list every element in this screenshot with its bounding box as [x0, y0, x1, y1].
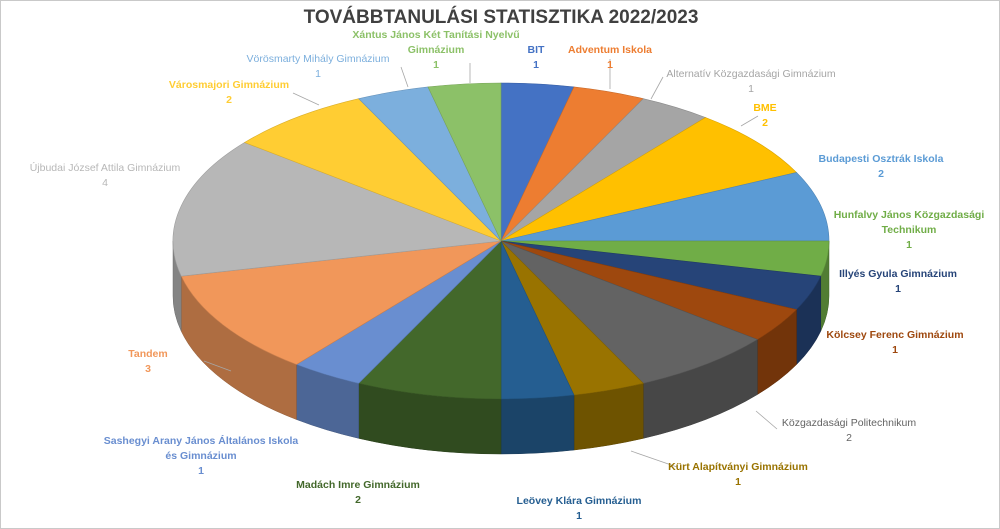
- category-label-bit: BIT: [528, 44, 546, 56]
- category-label-budapesti-osztrak-iskola: Budapesti Osztrák Iskola: [819, 153, 944, 165]
- category-label-sashegyi-arany-janos-altalanos-iskola-es-gimnazium: és Gimnázium: [165, 450, 236, 462]
- value-label-madach-imre-gimnazium: 2: [355, 494, 361, 506]
- category-label-kolcsey-ferenc-gimnazium: Kölcsey Ferenc Gimnázium: [826, 329, 963, 341]
- category-label-ujbudai-jozsef-attila-gimnazium: Újbudai József Attila Gimnázium: [30, 161, 181, 174]
- pie-slice-budapesti-osztrak-iskola: [500, 172, 830, 242]
- category-label-vorosmarty-mihaly-gimnazium: Vörösmarty Mihály Gimnázium: [247, 53, 390, 65]
- pie-slice-varosmajori-gimnazium: [243, 98, 502, 242]
- pie-slice-kozgazdasagi-politechnikum: [500, 240, 759, 384]
- pie-side-leovey-klara-gimnazium: [500, 394, 575, 455]
- category-label-varosmajori-gimnazium: Városmajori Gimnázium: [169, 79, 289, 91]
- value-label-xantus-janos-ket-tanitasi-nyelvu-gimnazium: 1: [433, 59, 439, 71]
- value-label-tandem: 3: [145, 363, 151, 375]
- pie-slice-bme: [500, 117, 798, 242]
- value-label-kurt-alapitvanyi-gimnazium: 1: [735, 476, 741, 488]
- value-label-bit: 1: [533, 59, 539, 71]
- category-label-xantus-janos-ket-tanitasi-nyelvu-gimnazium: Xántus János Két Tanítási Nyelvű: [352, 29, 519, 41]
- leader-line-varosmajori-gimnazium: [292, 92, 320, 106]
- value-label-kozgazdasagi-politechnikum: 2: [846, 432, 852, 444]
- value-label-varosmajori-gimnazium: 2: [226, 94, 232, 106]
- value-label-leovey-klara-gimnazium: 1: [576, 510, 582, 522]
- leader-line-alternativ-kozgazdasagi-gimnazium: [650, 76, 664, 100]
- value-label-alternativ-kozgazdasagi-gimnazium: 1: [748, 83, 754, 95]
- leader-line-kozgazdasagi-politechnikum: [755, 410, 778, 430]
- category-label-kurt-alapitvanyi-gimnazium: Kürt Alapítványi Gimnázium: [668, 461, 808, 473]
- pie-slice-tandem: [180, 240, 502, 365]
- value-label-adventum-iskola: 1: [607, 59, 613, 71]
- data-labels: BIT 1 Adventum Iskola 1 Alternatív Közgazdas…: [30, 29, 985, 522]
- category-label-bme: BME: [753, 102, 776, 114]
- value-label-bme: 2: [762, 117, 768, 129]
- category-label-xantus-janos-ket-tanitasi-nyelvu-gimnazium: Gimnázium: [408, 44, 465, 56]
- category-label-tandem: Tandem: [128, 348, 167, 360]
- category-label-hunfalvy-janos-kozgazdasagi-technikum: Hunfalvy János Közgazdasági: [834, 209, 985, 221]
- pie-slice-madach-imre-gimnazium: [358, 240, 502, 400]
- value-label-vorosmarty-mihaly-gimnazium: 1: [315, 68, 321, 80]
- value-label-budapesti-osztrak-iskola: 2: [878, 168, 884, 180]
- pie-slice-ujbudai-jozsef-attila-gimnazium: [172, 142, 502, 277]
- value-label-kolcsey-ferenc-gimnazium: 1: [892, 344, 898, 356]
- value-label-sashegyi-arany-janos-altalanos-iskola-es-gimnazium: 1: [198, 465, 204, 477]
- category-label-hunfalvy-janos-kozgazdasagi-technikum: Technikum: [882, 224, 937, 236]
- leader-line-bme: [740, 115, 759, 127]
- pie-top: [172, 82, 830, 400]
- category-label-sashegyi-arany-janos-altalanos-iskola-es-gimnazium: Sashegyi Arany János Általános Iskola: [104, 434, 299, 447]
- value-label-hunfalvy-janos-kozgazdasagi-technikum: 1: [906, 239, 912, 251]
- category-label-kozgazdasagi-politechnikum: Közgazdasági Politechnikum: [782, 417, 916, 429]
- category-label-adventum-iskola: Adventum Iskola: [568, 44, 652, 56]
- leader-line-tandem: [203, 360, 232, 372]
- leader-line-kurt-alapitvanyi-gimnazium: [630, 450, 678, 468]
- value-label-ujbudai-jozsef-attila-gimnazium: 4: [102, 177, 108, 189]
- pie-side-walls: [172, 240, 830, 455]
- category-label-alternativ-kozgazdasagi-gimnazium: Alternatív Közgazdasági Gimnázium: [666, 68, 835, 80]
- category-label-leovey-klara-gimnazium: Leövey Klára Gimnázium: [517, 495, 642, 507]
- leader-line-vorosmarty-mihaly-gimnazium: [400, 66, 409, 88]
- value-label-illyes-gyula-gimnazium: 1: [895, 283, 901, 295]
- category-label-madach-imre-gimnazium: Madách Imre Gimnázium: [296, 479, 420, 491]
- category-label-illyes-gyula-gimnazium: Illyés Gyula Gimnázium: [839, 268, 957, 280]
- chart-title: TOVÁBBTANULÁSI STATISZTIKA 2022/2023: [303, 7, 699, 28]
- pie-slice-xantus-janos-ket-tanitasi-nyelvu-gimnazium: [427, 82, 502, 242]
